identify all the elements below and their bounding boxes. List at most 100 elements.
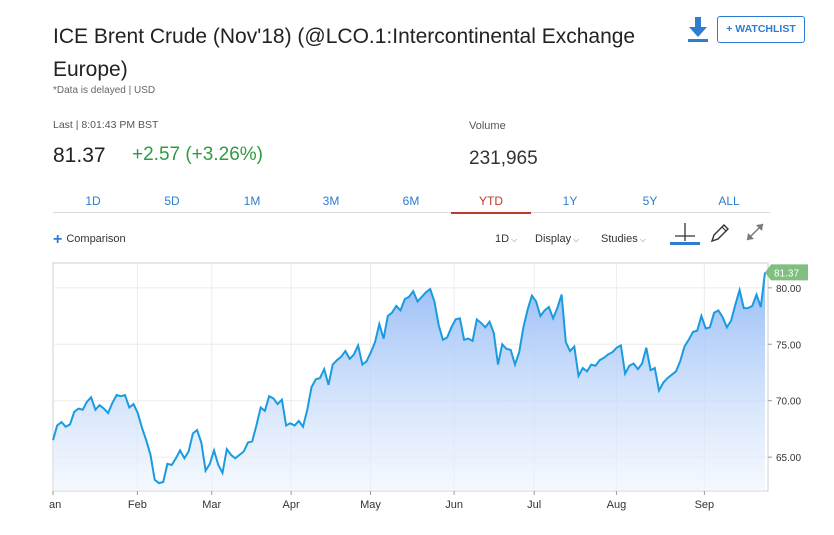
- data-point: [620, 344, 622, 346]
- download-icon[interactable]: [686, 16, 710, 44]
- data-point: [387, 315, 389, 317]
- data-point: [467, 338, 469, 340]
- x-tick-label: Sep: [695, 499, 715, 511]
- data-point: [226, 448, 228, 450]
- data-point: [188, 451, 190, 453]
- comparison-button[interactable]: + Comparison: [53, 231, 126, 249]
- data-point: [535, 300, 537, 302]
- data-point: [145, 439, 147, 441]
- data-point: [395, 305, 397, 307]
- data-point: [319, 377, 321, 379]
- data-point: [489, 321, 491, 323]
- time-range-tabs: 1D 5D 1M 3M 6M YTD 1Y 5Y ALL: [53, 193, 770, 214]
- data-point: [366, 360, 368, 362]
- tab-5d[interactable]: 5D: [164, 194, 180, 208]
- data-point: [446, 337, 448, 339]
- data-point: [378, 323, 380, 325]
- last-value-badge: 81.37: [765, 264, 808, 281]
- data-point: [429, 288, 431, 290]
- data-point: [611, 351, 613, 353]
- data-point: [641, 363, 643, 365]
- data-point: [77, 408, 79, 410]
- data-point: [565, 341, 567, 343]
- data-point: [298, 420, 300, 422]
- display-dropdown[interactable]: Display ⌵: [535, 233, 579, 245]
- data-point: [124, 394, 126, 396]
- data-point: [582, 367, 584, 369]
- data-point: [99, 404, 101, 406]
- data-point: [103, 408, 105, 410]
- data-point: [234, 457, 236, 459]
- tab-3m[interactable]: 3M: [322, 194, 340, 208]
- tab-5y[interactable]: 5Y: [642, 194, 658, 208]
- data-point: [688, 339, 690, 341]
- data-point: [747, 307, 749, 309]
- tab-1y[interactable]: 1Y: [562, 194, 578, 208]
- data-point: [404, 298, 406, 300]
- tab-6m[interactable]: 6M: [402, 194, 420, 208]
- badge-shape: [765, 264, 808, 281]
- data-point: [595, 365, 597, 367]
- watchlist-button[interactable]: + WATCHLIST: [717, 16, 805, 43]
- draw-tool[interactable]: [706, 221, 736, 245]
- data-point: [383, 338, 385, 340]
- data-point: [150, 454, 152, 456]
- data-point: [433, 300, 435, 302]
- data-point: [573, 346, 575, 348]
- data-point: [344, 350, 346, 352]
- data-point: [69, 423, 71, 425]
- data-point: [294, 425, 296, 427]
- data-point: [349, 358, 351, 360]
- tab-ytd[interactable]: YTD: [451, 193, 531, 214]
- data-point: [518, 351, 520, 353]
- data-point: [450, 326, 452, 328]
- data-point: [696, 330, 698, 332]
- data-point: [374, 341, 376, 343]
- data-point: [412, 290, 414, 292]
- data-point: [82, 409, 84, 411]
- data-point: [599, 359, 601, 361]
- studies-dropdown[interactable]: Studies ⌵: [601, 233, 646, 245]
- data-point: [645, 347, 647, 349]
- data-point: [561, 294, 563, 296]
- data-point: [417, 300, 419, 302]
- data-point: [544, 309, 546, 311]
- tab-1d[interactable]: 1D: [85, 194, 101, 208]
- last-price: 81.37: [53, 144, 106, 167]
- data-point: [137, 412, 139, 414]
- data-point: [213, 449, 215, 451]
- price-line: [52, 272, 766, 485]
- x-tick-label: May: [360, 499, 381, 511]
- x-tick-label: Feb: [128, 499, 147, 511]
- data-point: [133, 403, 135, 405]
- interval-dropdown[interactable]: 1D ⌵: [495, 233, 517, 245]
- data-point: [166, 463, 168, 465]
- tab-1m[interactable]: 1M: [243, 194, 261, 208]
- data-point: [230, 454, 232, 456]
- data-point: [751, 305, 753, 307]
- data-point: [726, 326, 728, 328]
- x-tick-label: Apr: [283, 499, 300, 511]
- data-point: [247, 442, 249, 444]
- data-point: [357, 344, 359, 346]
- x-tick-label: Jun: [445, 499, 463, 511]
- data-point: [116, 394, 118, 396]
- data-point: [628, 365, 630, 367]
- tab-all[interactable]: ALL: [718, 194, 740, 208]
- data-point: [306, 409, 308, 411]
- data-point: [692, 331, 694, 333]
- data-point: [484, 326, 486, 328]
- data-point: [107, 412, 109, 414]
- y-tick-label: 75.00: [776, 340, 801, 351]
- data-point: [90, 396, 92, 398]
- data-point: [400, 309, 402, 311]
- data-point: [658, 390, 660, 392]
- crosshair-icon: [675, 223, 695, 241]
- expand-tool[interactable]: [742, 221, 772, 245]
- data-point: [684, 346, 686, 348]
- data-point: [255, 425, 257, 427]
- crosshair-tool[interactable]: [670, 221, 700, 245]
- page-title: ICE Brent Crude (Nov'18) (@LCO.1:Interco…: [53, 25, 636, 81]
- data-point: [222, 472, 224, 474]
- data-point: [734, 304, 736, 306]
